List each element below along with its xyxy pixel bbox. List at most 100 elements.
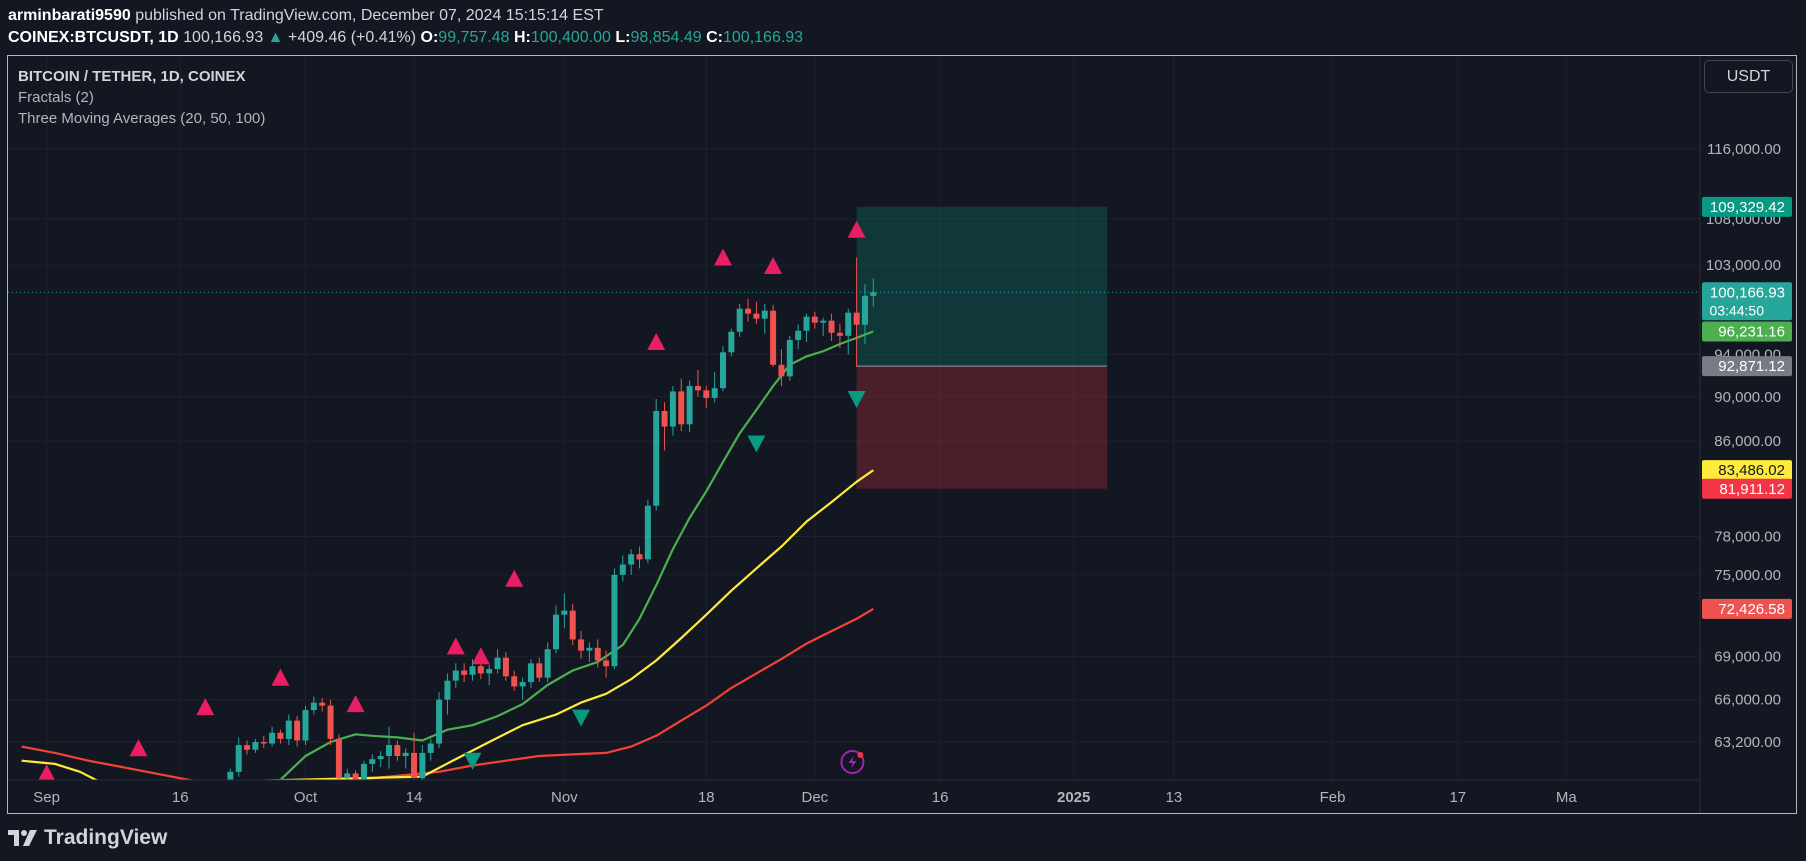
x-tick-label: 17: [1449, 789, 1466, 806]
fractal-up-icon: [847, 220, 866, 238]
countdown-label: 03:44:50: [1710, 302, 1765, 318]
last-price: 100,166.93: [183, 29, 264, 46]
candle-body: [611, 574, 618, 667]
legend-title[interactable]: BITCOIN / TETHER, 1D, COINEX: [18, 68, 246, 85]
candle-body: [494, 657, 501, 670]
tradingview-logo[interactable]: TradingView: [8, 826, 167, 850]
candle-body: [678, 391, 685, 425]
candle-body: [644, 505, 651, 560]
candle-body: [527, 663, 534, 683]
high-value: 100,400.00: [530, 29, 611, 46]
candle-body: [761, 310, 768, 319]
y-tick-label: 86,000.00: [1714, 433, 1781, 450]
alert-icon: [840, 750, 865, 774]
x-tick-label: 16: [932, 789, 949, 806]
candle-body: [394, 745, 401, 757]
x-tick-label: Sep: [33, 789, 60, 806]
publish-date: published on TradingView.com, December 0…: [135, 7, 604, 24]
price-label: 92,871.12: [1718, 358, 1785, 375]
legend-moving-averages[interactable]: Three Moving Averages (20, 50, 100): [18, 110, 266, 127]
candle-body: [578, 639, 585, 651]
candle-body: [344, 773, 351, 779]
candle-body: [277, 732, 284, 739]
candle-body: [569, 610, 576, 640]
currency-unit-button[interactable]: USDT: [1704, 60, 1793, 93]
candle-body: [219, 785, 225, 791]
candle-body: [477, 666, 484, 674]
candle-body: [870, 292, 877, 296]
candle-body: [603, 660, 610, 667]
candle-body: [836, 332, 843, 336]
candle-body: [302, 710, 309, 741]
price-label-bg: [1702, 196, 1792, 217]
candle-body: [694, 386, 701, 391]
candle-body: [745, 308, 752, 314]
y-tick-label: 78,000.00: [1714, 529, 1781, 546]
candle-body: [269, 732, 276, 744]
candle-body: [753, 313, 760, 319]
candle-body: [260, 742, 267, 744]
legend-fractals[interactable]: Fractals (2): [18, 89, 94, 106]
candle-body: [519, 682, 526, 687]
y-tick-label: 66,000.00: [1714, 692, 1781, 709]
candle-body: [795, 330, 802, 340]
candle-body: [502, 657, 509, 677]
fractal-up-icon: [647, 332, 666, 350]
candle-body: [369, 759, 376, 764]
low-label: L:: [615, 29, 631, 46]
candle-body: [419, 752, 426, 779]
y-tick-label: 69,000.00: [1714, 648, 1781, 665]
fractal-down-icon: [463, 752, 482, 770]
candle-body: [845, 312, 852, 336]
high-label: H:: [513, 29, 531, 46]
fractal-down-icon: [747, 435, 766, 453]
plot-area: [8, 56, 1700, 791]
x-tick-label: 13: [1166, 789, 1183, 806]
open-label: O:: [420, 29, 439, 46]
close-label: C:: [706, 29, 723, 46]
candle-body: [770, 310, 777, 365]
candle-body: [586, 647, 593, 651]
fractal-up-icon: [271, 668, 290, 686]
y-tick-label: 63,200.00: [1714, 734, 1781, 751]
x-tick-label: 16: [172, 789, 189, 806]
chart-frame: [7, 55, 1797, 814]
price-change: +409.46 (+0.41%): [287, 29, 417, 46]
author-name[interactable]: arminbarati9590: [8, 7, 131, 24]
candle-body: [310, 702, 317, 711]
candle-body: [703, 390, 710, 398]
close-value: 100,166.93: [723, 29, 804, 46]
price-label-bg: [1702, 598, 1792, 619]
candle-body: [861, 295, 868, 325]
fractal-up-icon: [446, 637, 465, 655]
candle-body: [536, 663, 543, 678]
candle-body: [811, 316, 818, 323]
candle-body: [352, 773, 359, 780]
candle-body: [728, 331, 735, 353]
symbol-name: COINEX:BTCUSDT,: [8, 29, 154, 46]
candle-body: [820, 320, 827, 323]
candle-body: [244, 745, 251, 750]
candle-body: [461, 670, 468, 675]
x-tick-label: 14: [406, 789, 423, 806]
candle-body: [619, 564, 626, 575]
price-label: 83,486.02: [1718, 462, 1785, 479]
candle-body: [335, 738, 342, 779]
fractal-up-icon: [129, 739, 148, 757]
fractal-up-icon: [471, 647, 490, 665]
price-label-bg: [1702, 460, 1792, 481]
low-value: 98,854.49: [630, 29, 702, 46]
price-label-bg: [1702, 478, 1792, 499]
candle-body: [736, 308, 743, 332]
candle-body: [711, 388, 718, 398]
alert-dot: [857, 752, 864, 758]
candle-body: [778, 364, 785, 377]
brand-name: TradingView: [44, 826, 168, 849]
candle-body: [686, 386, 693, 425]
candle-body: [511, 676, 518, 687]
candle-body: [553, 614, 559, 650]
price-label: 96,231.16: [1718, 323, 1785, 340]
open-value: 99,757.48: [438, 29, 510, 46]
candle-body: [669, 391, 676, 427]
